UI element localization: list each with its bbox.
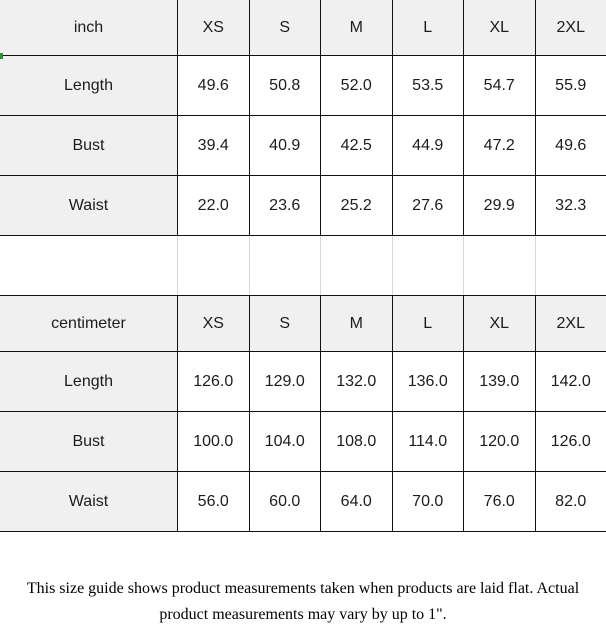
measurement-cell: 40.9 xyxy=(249,116,321,175)
spacer-cell xyxy=(464,236,536,295)
measurement-cell: 108.0 xyxy=(321,412,393,471)
table-row: Waist 56.0 60.0 64.0 70.0 76.0 82.0 xyxy=(0,472,606,532)
spacer-cell xyxy=(392,236,464,295)
measurement-cell: 126.0 xyxy=(535,412,606,471)
size-column-header: XS xyxy=(178,0,250,55)
measurement-cell: 139.0 xyxy=(464,352,536,411)
measurement-cell: 49.6 xyxy=(178,56,250,115)
size-column-header: M xyxy=(321,296,393,351)
measurement-cell: 100.0 xyxy=(178,412,250,471)
measurement-cell: 70.0 xyxy=(392,472,464,531)
spacer-cell xyxy=(0,236,178,295)
spacer-cell xyxy=(321,236,393,295)
measurement-cell: 60.0 xyxy=(249,472,321,531)
table-row: Length 49.6 50.8 52.0 53.5 54.7 55.9 xyxy=(0,56,606,116)
measurement-cell: 32.3 xyxy=(535,176,606,235)
measurement-cell: 42.5 xyxy=(321,116,393,175)
measurement-cell: 142.0 xyxy=(535,352,606,411)
row-label: Bust xyxy=(0,412,178,471)
measurement-cell: 29.9 xyxy=(464,176,536,235)
measurement-cell: 76.0 xyxy=(464,472,536,531)
row-label: Length xyxy=(0,352,178,411)
measurement-cell: 129.0 xyxy=(249,352,321,411)
spacer-cell xyxy=(535,236,606,295)
measurement-cell: 82.0 xyxy=(535,472,606,531)
size-guide-note: This size guide shows product measuremen… xyxy=(26,580,580,623)
measurement-cell: 50.8 xyxy=(249,56,321,115)
measurement-cell: 25.2 xyxy=(321,176,393,235)
spacer-cell xyxy=(249,236,321,295)
measurement-cell: 56.0 xyxy=(178,472,250,531)
size-column-header: L xyxy=(392,296,464,351)
measurement-cell: 44.9 xyxy=(392,116,464,175)
spacer-row xyxy=(0,236,606,296)
row-label: Length xyxy=(0,56,178,115)
size-column-header: XL xyxy=(464,296,536,351)
measurement-cell: 55.9 xyxy=(535,56,606,115)
measurement-cell: 49.6 xyxy=(535,116,606,175)
size-column-header: M xyxy=(321,0,393,55)
measurement-cell: 53.5 xyxy=(392,56,464,115)
row-label: Bust xyxy=(0,116,178,175)
unit-header-row-inch: inch XS S M L XL 2XL xyxy=(0,0,606,56)
size-column-header: XS xyxy=(178,296,250,351)
measurement-cell: 132.0 xyxy=(321,352,393,411)
measurement-cell: 64.0 xyxy=(321,472,393,531)
measurement-cell: 126.0 xyxy=(178,352,250,411)
size-column-header: L xyxy=(392,0,464,55)
spacer-cell xyxy=(178,236,250,295)
measurement-cell: 23.6 xyxy=(249,176,321,235)
unit-label: centimeter xyxy=(0,296,178,351)
table-row: Bust 100.0 104.0 108.0 114.0 120.0 126.0 xyxy=(0,412,606,472)
size-column-header: S xyxy=(249,0,321,55)
measurement-cell: 39.4 xyxy=(178,116,250,175)
measurement-cell: 54.7 xyxy=(464,56,536,115)
table-row: Length 126.0 129.0 132.0 136.0 139.0 142… xyxy=(0,352,606,412)
row-label: Waist xyxy=(0,176,178,235)
size-column-header: 2XL xyxy=(535,0,606,55)
measurement-cell: 120.0 xyxy=(464,412,536,471)
table-row: Bust 39.4 40.9 42.5 44.9 47.2 49.6 xyxy=(0,116,606,176)
measurement-cell: 52.0 xyxy=(321,56,393,115)
measurement-cell: 22.0 xyxy=(178,176,250,235)
size-column-header: 2XL xyxy=(535,296,606,351)
unit-header-row-centimeter: centimeter XS S M L XL 2XL xyxy=(0,296,606,352)
size-column-header: S xyxy=(249,296,321,351)
measurement-cell: 27.6 xyxy=(392,176,464,235)
size-column-header: XL xyxy=(464,0,536,55)
measurement-cell: 136.0 xyxy=(392,352,464,411)
measurement-cell: 114.0 xyxy=(392,412,464,471)
size-guide-table: inch XS S M L XL 2XL Length 49.6 50.8 52… xyxy=(0,0,606,532)
green-tick-marker xyxy=(0,53,3,59)
measurement-cell: 104.0 xyxy=(249,412,321,471)
unit-label: inch xyxy=(0,0,178,55)
row-label: Waist xyxy=(0,472,178,531)
table-row: Waist 22.0 23.6 25.2 27.6 29.9 32.3 xyxy=(0,176,606,236)
measurement-cell: 47.2 xyxy=(464,116,536,175)
